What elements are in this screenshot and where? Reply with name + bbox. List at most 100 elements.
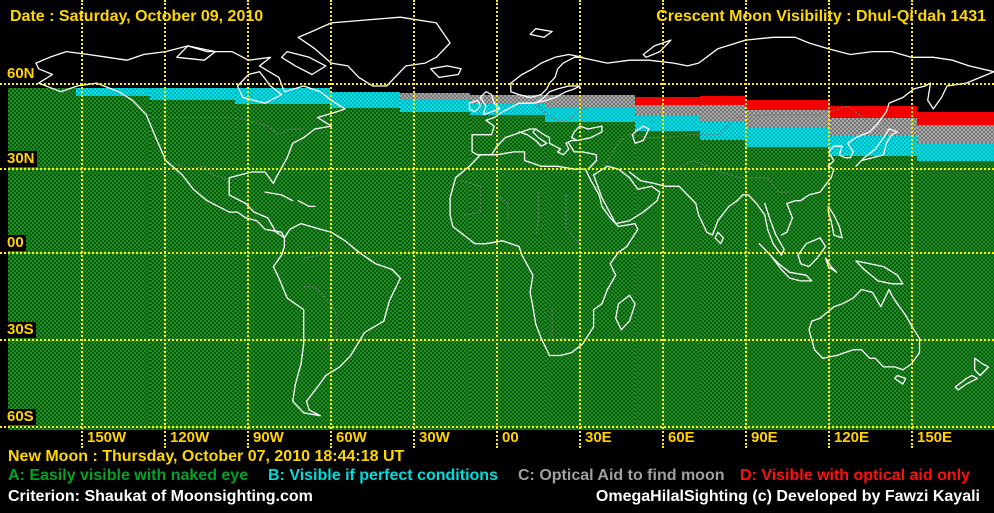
border-path bbox=[303, 243, 332, 259]
coastline-path bbox=[176, 45, 217, 61]
zone-c-optical-aid-find bbox=[700, 105, 745, 122]
longitude-label: 150W bbox=[85, 429, 129, 446]
zone-c-optical-aid-find bbox=[745, 110, 830, 128]
page-title: Crescent Moon Visibility : Dhul-Qi'dah 1… bbox=[656, 8, 986, 25]
longitude-label: 150E bbox=[915, 429, 955, 446]
new-moon-time-label: New Moon : Thursday, October 07, 2010 18… bbox=[8, 448, 405, 465]
longitude-label: 60E bbox=[666, 429, 697, 446]
legend-zone-d: D: Visible with optical aid only bbox=[740, 467, 970, 484]
zone-b-perfect-conditions bbox=[235, 88, 330, 104]
coastline-path bbox=[579, 36, 994, 73]
coastline-path bbox=[714, 231, 725, 245]
zone-a-naked-eye bbox=[470, 115, 545, 430]
longitude-label: 90W bbox=[251, 429, 286, 446]
zone-a-naked-eye bbox=[545, 122, 635, 430]
coastline-path bbox=[264, 191, 294, 202]
zone-b-perfect-conditions bbox=[545, 107, 635, 122]
coastline-path bbox=[855, 260, 904, 285]
coastline-path bbox=[808, 288, 921, 371]
latitude-label: 60S bbox=[5, 408, 36, 425]
longitude-label: 120W bbox=[168, 429, 212, 446]
legend-zone-a: A: Easily visible with naked eye bbox=[8, 467, 249, 484]
longitude-gridline bbox=[828, 0, 830, 448]
border-path bbox=[767, 177, 790, 193]
longitude-label: 30W bbox=[417, 429, 452, 446]
zone-b-perfect-conditions bbox=[745, 128, 830, 147]
legend-zone-c: C: Optical Aid to find moon bbox=[518, 467, 725, 484]
zone-d-optical-aid-only bbox=[745, 100, 830, 110]
zone-b-perfect-conditions bbox=[400, 100, 470, 112]
world-map-svg bbox=[35, 16, 994, 417]
coastline-path bbox=[535, 128, 578, 156]
border-path bbox=[535, 192, 539, 236]
coastline-path bbox=[615, 294, 636, 331]
latitude-label: 60N bbox=[5, 65, 37, 82]
zone-b-perfect-conditions bbox=[700, 122, 745, 140]
coastline-path bbox=[893, 374, 907, 385]
border-path bbox=[151, 117, 304, 136]
zone-d-optical-aid-only bbox=[700, 96, 745, 105]
longitude-gridline bbox=[413, 0, 415, 448]
border-path bbox=[496, 194, 509, 221]
coastline-path bbox=[855, 128, 899, 167]
longitude-gridline bbox=[662, 0, 664, 448]
border-path bbox=[551, 309, 567, 342]
coastline-path bbox=[974, 357, 990, 377]
zone-b-perfect-conditions bbox=[76, 88, 150, 96]
zone-a-naked-eye bbox=[76, 96, 150, 430]
coastline-path bbox=[568, 142, 598, 170]
zone-b-perfect-conditions bbox=[330, 92, 400, 108]
coastline-path bbox=[678, 185, 749, 236]
zone-a-naked-eye bbox=[917, 161, 994, 430]
coastline-path bbox=[747, 194, 785, 256]
date-label: Date : Saturday, October 09, 2010 bbox=[10, 8, 264, 25]
zone-a-naked-eye bbox=[745, 147, 830, 430]
coastline-path bbox=[468, 99, 482, 113]
zone-d-optical-aid-only bbox=[635, 97, 700, 105]
coastline-path bbox=[570, 125, 603, 142]
latitude-label: 30S bbox=[5, 321, 36, 338]
coastline-path bbox=[479, 91, 501, 116]
coastline-path bbox=[786, 71, 994, 205]
zone-a-naked-eye bbox=[400, 112, 470, 430]
border-path bbox=[460, 180, 481, 216]
border-path bbox=[604, 137, 625, 167]
zone-c-optical-aid-find bbox=[470, 95, 545, 104]
coastline-path bbox=[954, 374, 979, 391]
coastline-path bbox=[236, 71, 283, 104]
coastline-path bbox=[529, 28, 553, 38]
zone-c-optical-aid-find bbox=[635, 105, 700, 115]
longitude-label: 120E bbox=[832, 429, 872, 446]
longitude-gridline bbox=[496, 0, 498, 448]
longitude-gridline bbox=[745, 0, 747, 448]
country-borders bbox=[151, 102, 868, 351]
coastline-path bbox=[297, 200, 316, 208]
coastline-path bbox=[758, 243, 813, 282]
visibility-zones bbox=[8, 88, 994, 430]
coastline-path bbox=[642, 39, 672, 58]
zone-d-optical-aid-only bbox=[830, 106, 917, 118]
coastline-path bbox=[430, 65, 462, 79]
zone-b-perfect-conditions bbox=[150, 88, 235, 100]
longitude-gridline bbox=[579, 0, 581, 448]
coastline-path bbox=[280, 50, 327, 76]
latitude-label: 00 bbox=[5, 234, 26, 251]
longitude-gridline bbox=[911, 0, 913, 448]
border-path bbox=[303, 286, 338, 351]
longitude-label: 00 bbox=[500, 429, 521, 446]
zone-a-naked-eye bbox=[8, 88, 76, 430]
zone-b-perfect-conditions bbox=[917, 143, 994, 161]
longitude-gridline bbox=[247, 0, 249, 448]
credit-label: OmegaHilalSighting (c) Developed by Fawz… bbox=[595, 488, 980, 505]
longitude-label: 30E bbox=[583, 429, 614, 446]
longitude-gridline bbox=[330, 0, 332, 448]
zone-a-naked-eye bbox=[330, 108, 400, 430]
legend-zone-b: B: Visible if perfect conditions bbox=[268, 467, 498, 484]
border-path bbox=[173, 162, 230, 184]
axis-labels: 60N 30N 00 30S 60S 150W 120W 90W 60W 30W 00 30E 60E 9… bbox=[5, 65, 955, 446]
coastline-path bbox=[628, 171, 680, 187]
zone-c-optical-aid-find bbox=[545, 95, 635, 107]
graticule bbox=[0, 0, 994, 448]
longitude-label: 60W bbox=[334, 429, 369, 446]
